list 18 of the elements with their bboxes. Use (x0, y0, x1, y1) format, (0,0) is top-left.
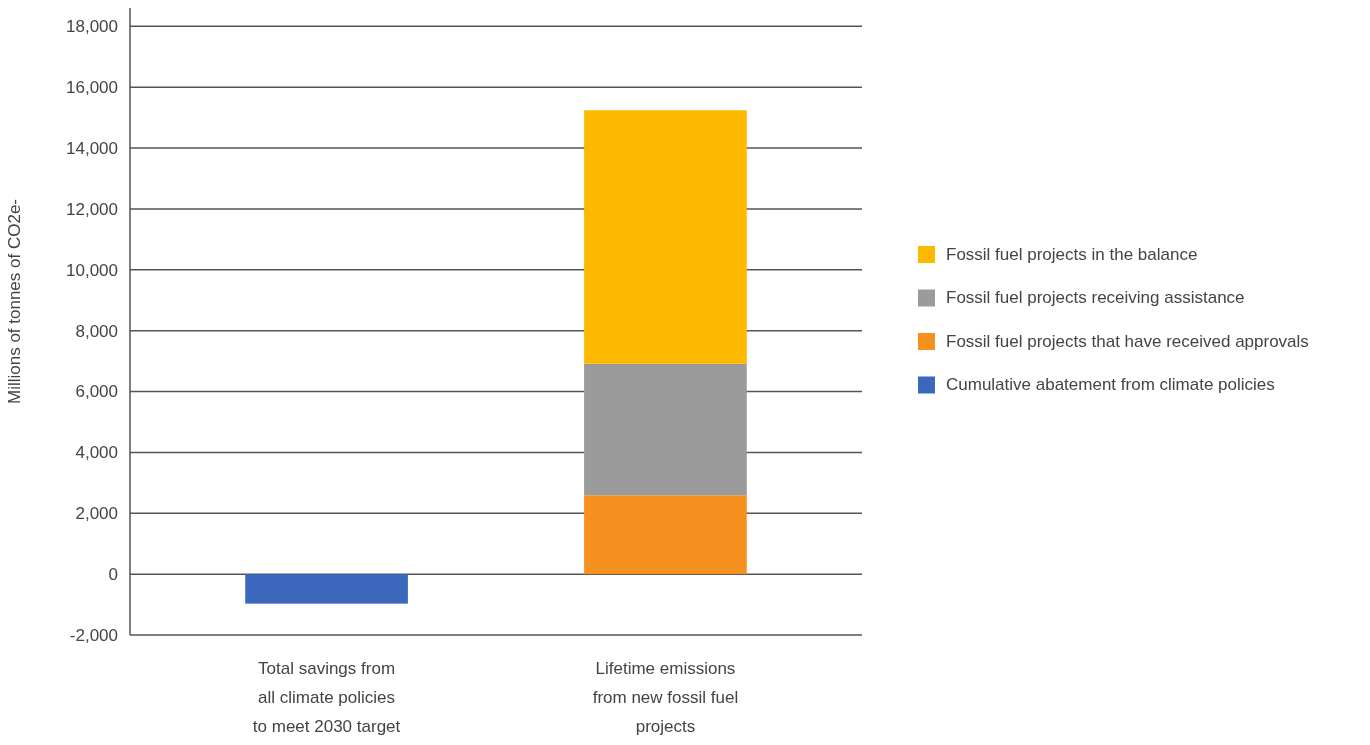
legend-label: Fossil fuel projects that have received approvals (946, 331, 1309, 351)
y-tick-label: 2,000 (75, 504, 118, 524)
legend-label: Fossil fuel projects in the balance (946, 244, 1198, 264)
y-tick-label: 0 (108, 565, 118, 585)
y-tick-label: -2,000 (69, 625, 118, 645)
legend-label: Cumulative abatement from climate policies (946, 375, 1275, 395)
y-tick-label: 16,000 (66, 78, 118, 98)
legend-label: Fossil fuel projects receiving assistance (946, 288, 1245, 308)
y-axis-title: Millions of tonnes of CO2e- (5, 198, 24, 405)
y-tick-label: 12,000 (66, 199, 118, 219)
x-tick-label: Total savings from all climate policies to meet 2030 target (252, 659, 401, 736)
y-tick-label: 4,000 (75, 443, 118, 463)
y-tick-label: 14,000 (66, 138, 118, 158)
x-tick-label: Lifetime emissions from new fossil fuel projects (592, 659, 739, 736)
y-tick-label: 8,000 (75, 321, 118, 341)
y-tick-label: 10,000 (66, 260, 118, 280)
y-tick-label: 6,000 (75, 382, 118, 402)
y-tick-label: 18,000 (66, 17, 118, 37)
